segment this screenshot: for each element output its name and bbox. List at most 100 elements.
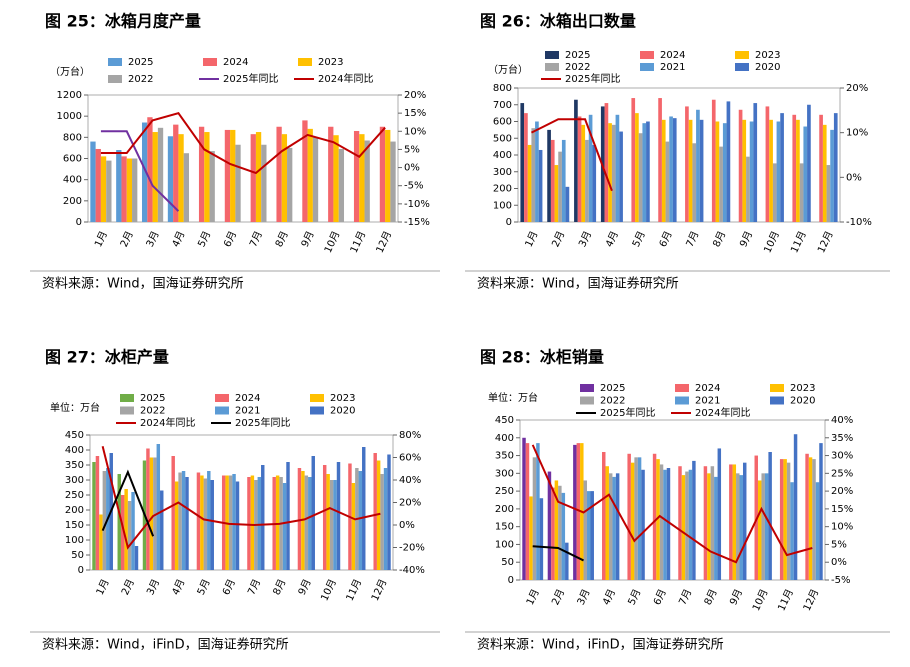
bar	[573, 444, 577, 580]
legend-swatch	[310, 406, 324, 415]
bar	[124, 489, 128, 570]
bar	[524, 113, 528, 222]
bar	[198, 126, 205, 222]
bar	[746, 156, 750, 222]
bar	[807, 104, 811, 222]
legend-label: 2020	[790, 396, 815, 407]
y2-tick-label: -40%	[399, 565, 425, 576]
bar	[232, 474, 236, 570]
bar	[351, 483, 356, 570]
bar	[719, 146, 723, 222]
bar	[90, 141, 96, 222]
bar	[183, 153, 190, 222]
bar	[688, 119, 693, 222]
source: 资料来源：Wind，iFinD，国海证券研究所	[477, 637, 724, 653]
bar	[146, 448, 150, 570]
x-tick-label: 6月	[657, 229, 675, 249]
bar	[173, 124, 179, 222]
y2-tick-label: 60%	[399, 453, 421, 464]
bar	[703, 466, 708, 580]
bar	[287, 147, 293, 222]
plot-frame	[519, 419, 826, 581]
bar	[565, 186, 570, 222]
x-tick-label: 5月	[626, 587, 644, 607]
y2-tick-label: -5%	[831, 575, 850, 586]
line-series	[531, 444, 813, 564]
bar	[551, 487, 555, 580]
bar	[200, 475, 204, 570]
y-tick-label: 300	[493, 167, 512, 178]
legend-label: 2024年同比	[140, 416, 195, 429]
y-tick-label: 400	[65, 445, 84, 456]
bar	[275, 475, 280, 570]
bar	[538, 149, 543, 222]
bar	[605, 466, 609, 580]
source: 资料来源：Wind，国海证券研究所	[477, 276, 679, 292]
bar	[525, 443, 530, 580]
bar	[149, 457, 154, 570]
bar	[803, 126, 808, 222]
legend-swatch	[120, 406, 134, 415]
x-tick-label: 8月	[702, 587, 720, 607]
bar	[769, 119, 773, 222]
x-tick-label: 1月	[94, 577, 112, 597]
x-tick-label: 5月	[195, 577, 213, 597]
x-tick-label: 4月	[603, 229, 621, 249]
bar	[659, 464, 664, 580]
bar	[558, 485, 562, 580]
bar	[742, 119, 747, 222]
bar	[805, 453, 809, 580]
y-tick-label: 350	[495, 451, 514, 462]
chart-title: 图 27：冰柜产量	[45, 348, 169, 367]
bar	[554, 480, 559, 580]
bar	[250, 134, 256, 222]
x-tick-label: 3月	[144, 229, 162, 249]
x-tick-label: 9月	[296, 577, 314, 597]
bar	[576, 443, 581, 580]
bar	[830, 129, 834, 222]
bar	[141, 122, 148, 222]
x-tick-label: 2月	[118, 229, 136, 249]
legend-swatch	[580, 396, 594, 405]
bar	[178, 134, 184, 222]
bar	[619, 131, 623, 222]
bar	[665, 141, 670, 222]
bar	[383, 468, 388, 570]
legend-swatch	[770, 384, 784, 392]
bar	[780, 113, 784, 222]
legend-swatch	[545, 63, 559, 71]
bar	[661, 119, 666, 222]
bar	[379, 126, 386, 222]
y-tick-label: 0	[78, 565, 84, 576]
x-tick-label: 11月	[788, 229, 808, 255]
bar	[539, 498, 544, 580]
bar	[121, 156, 127, 222]
unit-label: （万台）	[488, 63, 528, 76]
legend-swatch	[735, 51, 749, 59]
bar	[672, 118, 677, 222]
legend-swatch	[770, 396, 784, 405]
bar	[235, 481, 240, 570]
y-tick-label: 1200	[57, 90, 82, 101]
bar	[529, 496, 533, 580]
bar	[641, 469, 645, 580]
bar	[116, 150, 122, 222]
bar	[630, 462, 635, 580]
bar	[768, 452, 772, 580]
legend-swatch	[215, 406, 229, 415]
bar	[574, 99, 578, 222]
legend-swatch	[108, 75, 122, 83]
bar	[710, 466, 715, 580]
bar	[611, 124, 616, 222]
bar	[92, 462, 96, 570]
chart-title: 图 25：冰箱月度产量	[45, 12, 201, 31]
x-tick-label: 4月	[600, 587, 618, 607]
bar	[685, 471, 689, 580]
bar	[765, 106, 770, 222]
bar	[385, 129, 391, 222]
bar	[95, 456, 100, 570]
bar	[257, 477, 262, 570]
bar	[203, 478, 208, 570]
bar	[311, 456, 315, 570]
